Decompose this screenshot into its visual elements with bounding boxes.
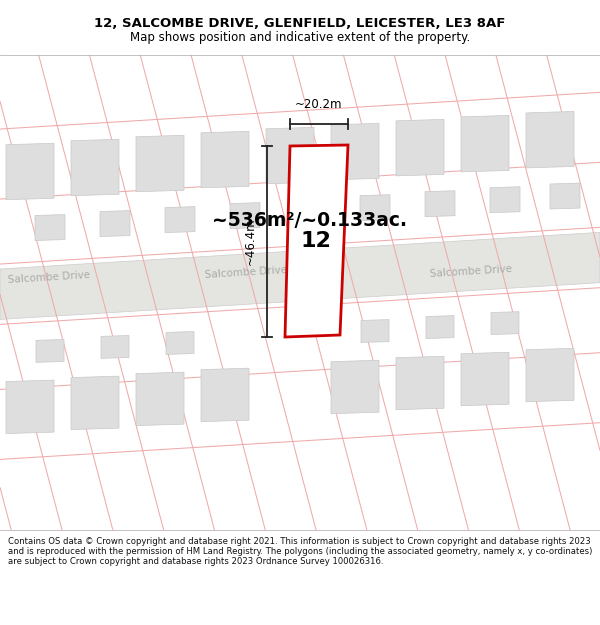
- Polygon shape: [426, 316, 454, 339]
- Polygon shape: [165, 207, 195, 232]
- Polygon shape: [71, 139, 119, 196]
- Text: ~536m²/~0.133ac.: ~536m²/~0.133ac.: [212, 211, 407, 230]
- Polygon shape: [396, 356, 444, 410]
- Polygon shape: [331, 123, 379, 180]
- Polygon shape: [396, 119, 444, 176]
- Polygon shape: [526, 348, 574, 402]
- Polygon shape: [331, 360, 379, 414]
- Text: Salcombe Drive: Salcombe Drive: [8, 270, 91, 285]
- Polygon shape: [0, 232, 600, 319]
- Polygon shape: [266, 127, 314, 184]
- Polygon shape: [136, 135, 184, 192]
- Polygon shape: [295, 199, 325, 224]
- Polygon shape: [526, 111, 574, 168]
- Polygon shape: [6, 143, 54, 200]
- Polygon shape: [166, 331, 194, 354]
- Polygon shape: [35, 214, 65, 241]
- Polygon shape: [425, 191, 455, 217]
- Text: Map shows position and indicative extent of the property.: Map shows position and indicative extent…: [130, 31, 470, 44]
- Polygon shape: [461, 116, 509, 172]
- Text: ~20.2m: ~20.2m: [295, 98, 343, 111]
- Polygon shape: [230, 202, 260, 229]
- Polygon shape: [361, 319, 389, 342]
- Text: Salcombe Drive: Salcombe Drive: [205, 265, 288, 280]
- Text: ~46.4m: ~46.4m: [244, 217, 257, 265]
- Polygon shape: [36, 339, 64, 362]
- Text: 12: 12: [301, 231, 331, 251]
- Polygon shape: [490, 187, 520, 213]
- Polygon shape: [101, 336, 129, 358]
- Polygon shape: [491, 312, 519, 334]
- Text: 12, SALCOMBE DRIVE, GLENFIELD, LEICESTER, LE3 8AF: 12, SALCOMBE DRIVE, GLENFIELD, LEICESTER…: [94, 17, 506, 30]
- Polygon shape: [6, 380, 54, 434]
- Polygon shape: [136, 372, 184, 426]
- Polygon shape: [461, 352, 509, 406]
- Polygon shape: [100, 211, 130, 236]
- Polygon shape: [201, 368, 249, 422]
- Polygon shape: [550, 183, 580, 209]
- Polygon shape: [360, 195, 390, 221]
- Text: Contains OS data © Crown copyright and database right 2021. This information is : Contains OS data © Crown copyright and d…: [8, 537, 592, 566]
- Polygon shape: [71, 376, 119, 429]
- Text: Salcombe Drive: Salcombe Drive: [430, 264, 513, 279]
- Polygon shape: [201, 131, 249, 188]
- Polygon shape: [285, 145, 348, 337]
